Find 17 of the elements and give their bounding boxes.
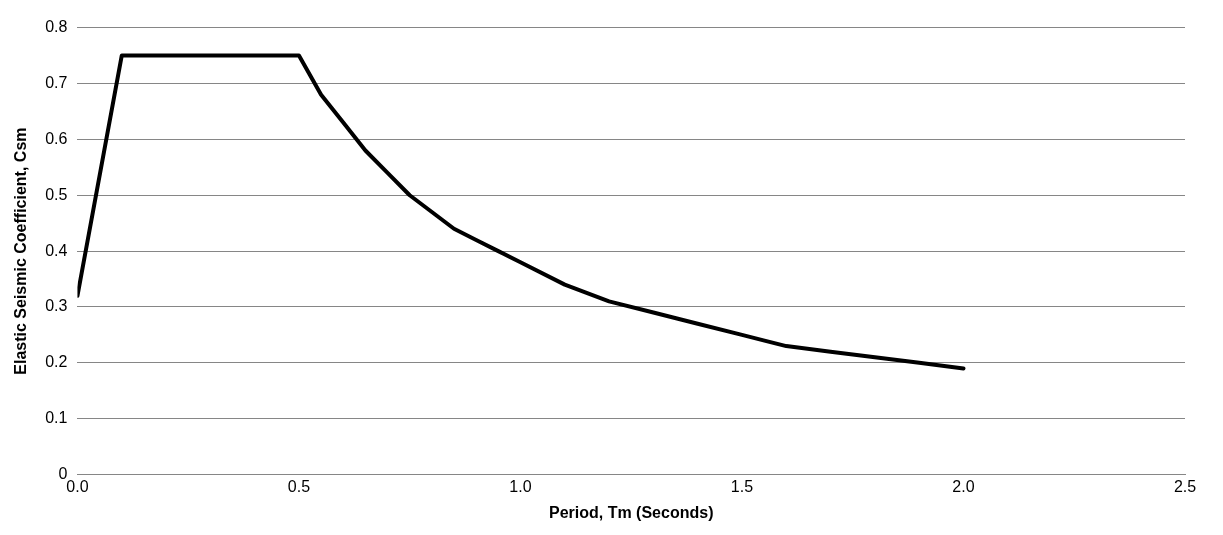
y-tick-label: 0.6 <box>45 129 68 147</box>
x-tick-label: 1.5 <box>730 477 754 495</box>
y-tick-label: 0.1 <box>45 409 68 427</box>
y-tick-label: 0.3 <box>45 297 68 315</box>
x-tick-label: 0.0 <box>66 477 89 495</box>
y-tick-label: 0.2 <box>45 353 68 371</box>
y-axis-title: Elastic Seismic Coefficient, Csm <box>12 127 30 375</box>
x-tick-label: 2.5 <box>1173 477 1197 495</box>
x-tick-label: 2.0 <box>952 477 975 495</box>
x-tick-label: 0.5 <box>287 477 311 495</box>
y-tick-label: 0 <box>58 465 68 483</box>
y-tick-label: 0.7 <box>45 73 68 91</box>
y-tick-label: 0.8 <box>45 18 68 36</box>
x-tick-label: 1.0 <box>509 477 532 495</box>
y-tick-label: 0.5 <box>45 185 68 203</box>
x-axis-title: Period, Tm (Seconds) <box>548 503 714 521</box>
y-tick-label: 0.4 <box>45 241 68 259</box>
